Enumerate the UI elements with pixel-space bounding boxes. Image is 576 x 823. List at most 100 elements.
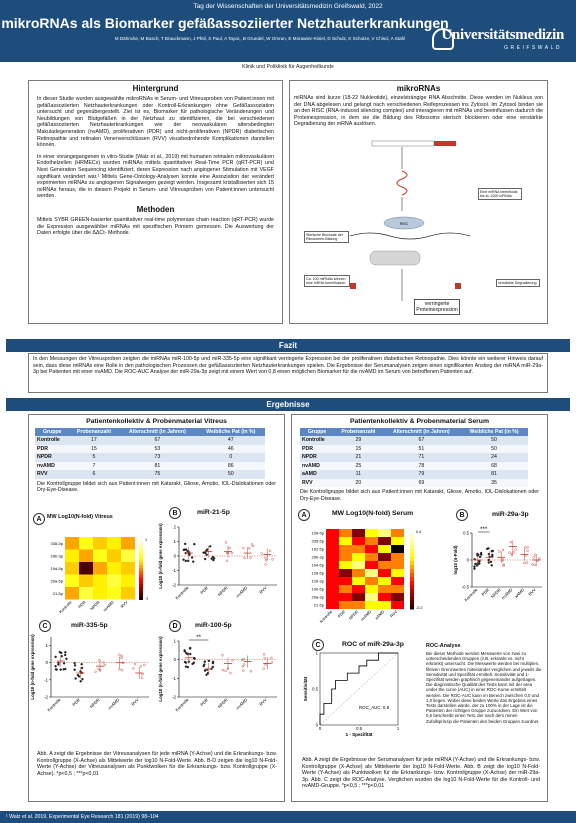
data-point (241, 665, 245, 668)
logo-name: Universitätsmedizin (441, 27, 564, 43)
x-tick-label: PDR (199, 697, 209, 707)
colorbar-segment (139, 555, 143, 560)
roc-diagonal (319, 652, 399, 726)
heatmap-col-label: PDR (77, 600, 87, 610)
cell: 20 (334, 478, 383, 487)
heatmap-cell (93, 562, 107, 575)
colorbar-segment (410, 601, 414, 606)
data-point (77, 675, 81, 678)
heatmap-cell (339, 561, 352, 569)
heatmap-cell (339, 593, 352, 601)
data-point (203, 660, 207, 663)
colorbar-label: 1 (145, 538, 147, 542)
colorbar-segment (139, 583, 143, 588)
colorbar-segment (410, 581, 414, 586)
data-point (210, 557, 213, 560)
data-point (221, 654, 224, 657)
serum-box: Patientenkollektiv & Probenmaterial Seru… (291, 414, 548, 802)
y-tick-label: 1 (174, 639, 177, 644)
roc-curve: 0 0.5 100.511 - SpezifitätSensitivitätROC_… (303, 651, 400, 738)
table-row: Kontrolle 29 67 50 (300, 436, 528, 445)
data-point (512, 551, 515, 554)
cell: 51 (382, 444, 461, 453)
colorbar-segment (410, 529, 414, 534)
cell: 7 (69, 461, 119, 470)
data-point (230, 551, 234, 555)
cell: 24 (460, 453, 528, 462)
data-point (249, 556, 252, 559)
mrna-strand (349, 232, 471, 240)
cell: PDR (35, 444, 70, 453)
data-point (185, 548, 188, 551)
heatmap-cell (339, 537, 352, 545)
col-header: Probenanzahl (69, 428, 119, 436)
x-tick-label: PDR (199, 585, 209, 595)
serum-heatmap: 139-5p 335-5p 192-5p 29b-3p 194-5p 126-5p 126-… (312, 529, 423, 624)
colorbar-segment (139, 565, 143, 569)
data-point (58, 650, 62, 654)
data-point (54, 668, 58, 671)
ergebnisse-bar: Ergebnisse (6, 398, 570, 411)
data-point (97, 667, 100, 671)
heatmap-cell (326, 529, 339, 537)
y-tick-label: 1 (46, 643, 49, 648)
methods-text: Mittels SYBR GREEN-basierter quantitativ… (37, 216, 274, 237)
heatmap-row-label: 29b-3p (51, 553, 64, 558)
heatmap-cell (391, 553, 404, 561)
table-row: PDR 15 53 46 (35, 444, 265, 453)
background-box: Hintergrund In dieser Studie wurden ausg… (28, 80, 283, 324)
serum-heading: Patientenkollektiv & Probenmaterial Seru… (349, 418, 489, 425)
cell: 21 (334, 453, 383, 462)
colorbar-label: -1 (145, 597, 148, 601)
data-point (190, 556, 194, 559)
data-point (203, 669, 207, 672)
data-point (184, 665, 188, 668)
mir21-scatter: -2 -1 0 1 2 Log10 (n-fold gene expression) Kon… (158, 523, 277, 600)
y-axis-label: Log10 (n-fold gene expression) (30, 634, 35, 700)
table-row: nvAMD 7 81 86 (35, 461, 265, 470)
heatmap-cell (107, 549, 121, 562)
data-point (139, 665, 143, 668)
heatmap-row-label: 29b-3p (312, 555, 325, 560)
heatmap-row-label: 19d-5p (51, 566, 64, 571)
data-point (132, 667, 135, 670)
heatmap-cell (391, 569, 404, 577)
heatmap-cell (121, 537, 135, 550)
data-point (224, 669, 227, 672)
heatmap-row-label: 335-5p (312, 539, 325, 544)
heatmap-cell (391, 577, 404, 585)
heatmap-cell (391, 561, 404, 569)
cell: 81 (460, 470, 528, 479)
data-point (242, 669, 245, 672)
data-point (534, 553, 537, 556)
heatmap-row-label: 29a-5p (51, 578, 64, 583)
data-point (62, 662, 66, 665)
heatmap-cell (352, 545, 365, 553)
cell: 75 (118, 470, 197, 479)
heatmap-cell (378, 537, 391, 545)
heatmap-cell (378, 585, 391, 593)
heatmap-cell (326, 545, 339, 553)
colorbar-segment (410, 549, 414, 554)
col-header: Gruppe (300, 428, 335, 436)
heatmap-col-label: NPDR (348, 609, 360, 621)
conference-label: Tag der Wissenschaften der Universitätsm… (193, 3, 383, 10)
data-point (249, 670, 253, 673)
x-tick-label: Kontrolle (174, 697, 190, 713)
heatmap-cell (378, 561, 391, 569)
heatmap-cell (352, 569, 365, 577)
heatmap-cell (107, 537, 121, 550)
cell: 67 (118, 436, 197, 445)
mirna-mechanism-diagram: RISC (349, 140, 471, 301)
heatmap-cell (391, 585, 404, 593)
x-tick-label: RVV (130, 697, 140, 707)
cell: 46 (196, 444, 265, 453)
mir100-scatter: -2 -1 0 1 Log10 (n-fold gene expression) Kont… (158, 635, 277, 713)
data-point (182, 558, 185, 561)
data-point (207, 659, 210, 663)
heatmap-cell (79, 587, 93, 600)
data-point (229, 671, 232, 675)
heatmap-row-label: 126-3p (312, 579, 325, 584)
data-point (205, 673, 208, 676)
